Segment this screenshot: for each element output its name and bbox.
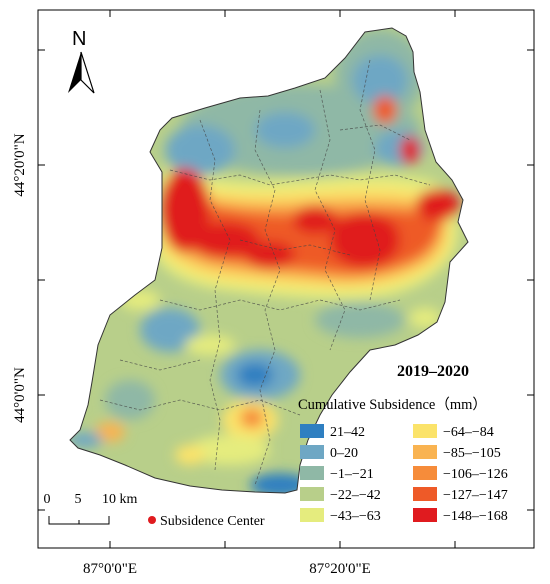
subsidence-raster (70, 28, 468, 493)
legend-label-5: −64–−84 (443, 425, 494, 440)
legend-swatch-1 (300, 445, 324, 459)
lon-label-87-00: 87°0'0"E (83, 561, 137, 577)
legend-swatch-9 (413, 508, 437, 522)
study-area-outline (69, 27, 469, 494)
period-label: 2019–2020 (397, 363, 469, 380)
scale-label-5: 5 (75, 492, 82, 507)
north-arrow-letter: N (72, 28, 86, 50)
legend-swatch-0 (300, 424, 324, 438)
subsidence-center-label: Subsidence Center (160, 514, 265, 529)
north-arrow-icon (68, 51, 95, 94)
legend-label-3: −22–−42 (330, 488, 381, 503)
legend-label-1: 0–20 (330, 446, 358, 461)
legend-label-8: −127–−147 (443, 488, 508, 503)
legend-label-9: −148–−168 (443, 509, 508, 524)
lon-label-87-20: 87°20'0"E (309, 561, 371, 577)
legend: Cumulative Subsidence（mm） 21–42 0–20 −1–−2… (298, 396, 508, 524)
legend-swatch-7 (413, 466, 437, 480)
legend-items: 21–42 0–20 −1–−21 −22–−42 −43–−63 −64–−84 −85–… (300, 424, 508, 524)
lat-label-44-20: 44°20'0"N (12, 133, 28, 196)
scale-label-10: 10 km (102, 492, 138, 507)
legend-swatch-5 (413, 424, 437, 438)
subsidence-center-icon (148, 516, 156, 524)
district-boundaries (99, 59, 431, 486)
legend-swatch-4 (300, 508, 324, 522)
legend-label-4: −43–−63 (330, 509, 381, 524)
frame-ticks (38, 10, 534, 548)
legend-swatch-8 (413, 487, 437, 501)
scale-bar: 0 5 10 km (44, 492, 138, 525)
legend-swatch-3 (300, 487, 324, 501)
map-frame (37, 9, 535, 549)
legend-swatch-6 (413, 445, 437, 459)
scale-label-0: 0 (44, 492, 51, 507)
legend-swatch-2 (300, 466, 324, 480)
legend-label-0: 21–42 (330, 425, 365, 440)
legend-label-7: −106–−126 (443, 467, 508, 482)
lat-label-44-00: 44°0'0"N (12, 367, 28, 423)
north-arrow: N (68, 28, 95, 94)
legend-label-2: −1–−21 (330, 467, 374, 482)
legend-label-6: −85–−105 (443, 446, 501, 461)
legend-title: Cumulative Subsidence（mm） (298, 396, 487, 413)
